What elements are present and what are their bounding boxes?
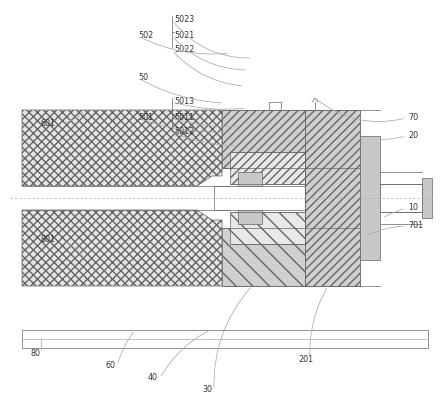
Polygon shape [230, 212, 305, 244]
Text: 501: 501 [138, 113, 153, 122]
Text: 801: 801 [40, 235, 55, 244]
Text: 601: 601 [40, 120, 55, 129]
Text: 5013: 5013 [174, 98, 194, 106]
Polygon shape [214, 186, 320, 210]
Text: 5011: 5011 [174, 113, 194, 122]
Text: 80: 80 [30, 348, 40, 357]
Text: 40: 40 [148, 373, 158, 383]
Polygon shape [380, 184, 422, 212]
Text: 30: 30 [202, 386, 212, 395]
Polygon shape [22, 110, 222, 186]
Text: 10: 10 [408, 204, 418, 213]
Polygon shape [222, 228, 360, 286]
Text: 701: 701 [408, 222, 423, 231]
Text: 20: 20 [408, 131, 418, 140]
Text: 5012: 5012 [174, 127, 194, 137]
Polygon shape [222, 110, 360, 168]
Text: 60: 60 [105, 361, 115, 370]
Text: 201: 201 [298, 355, 313, 364]
Polygon shape [22, 210, 222, 286]
Text: 502: 502 [138, 31, 153, 40]
Text: 50: 50 [138, 73, 148, 82]
Polygon shape [305, 110, 360, 286]
Polygon shape [238, 172, 262, 186]
Polygon shape [238, 210, 262, 224]
Polygon shape [360, 136, 380, 260]
Text: 5022: 5022 [174, 46, 194, 55]
Polygon shape [422, 178, 432, 218]
Text: 5021: 5021 [174, 31, 194, 40]
Text: 70: 70 [408, 113, 418, 122]
Text: 5023: 5023 [174, 16, 194, 24]
Polygon shape [230, 152, 305, 184]
